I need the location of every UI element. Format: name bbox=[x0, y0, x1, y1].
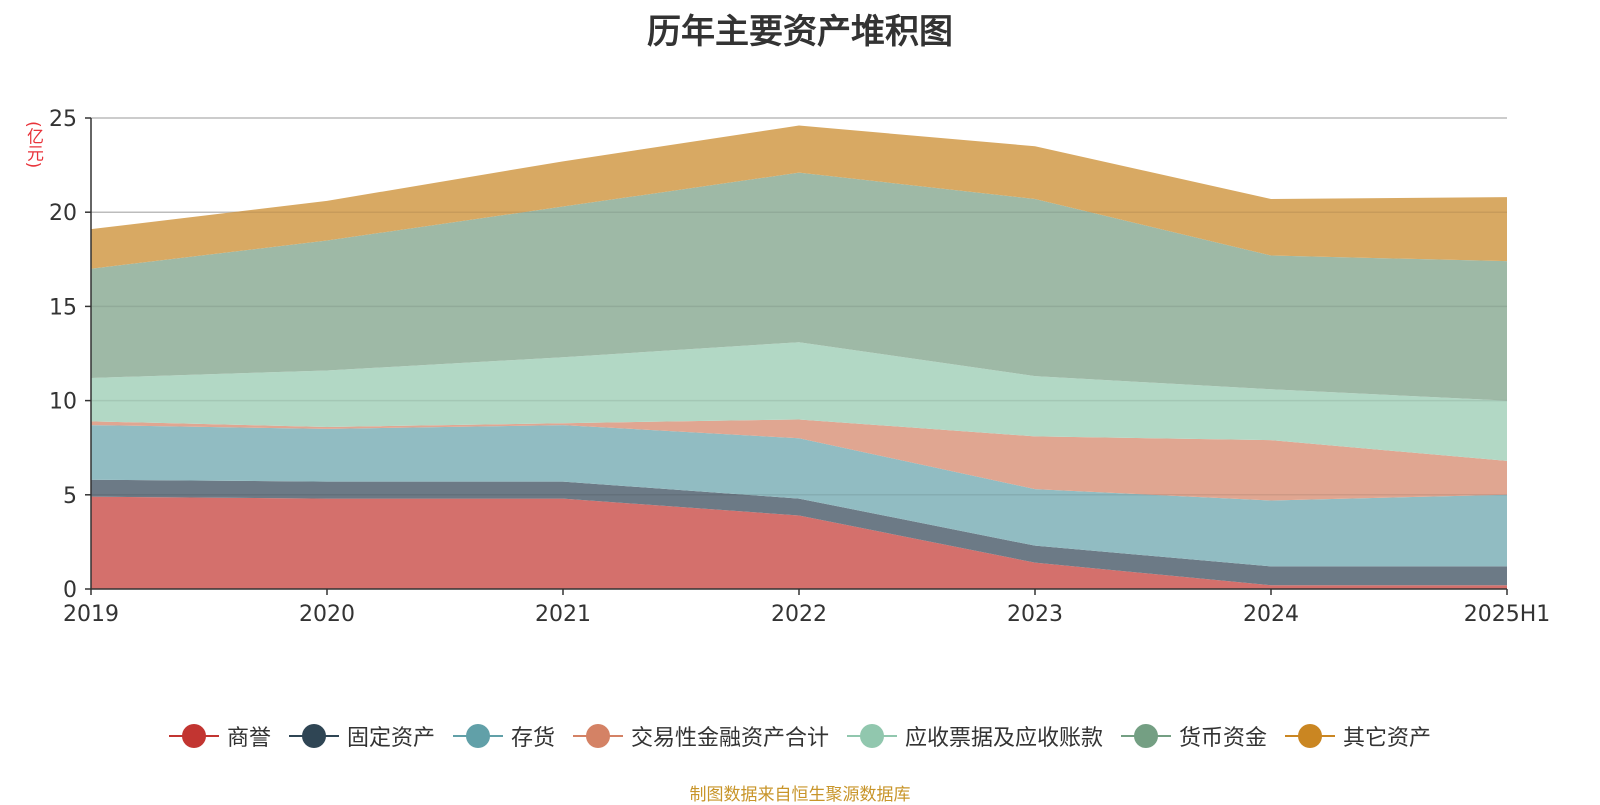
area-series-0 bbox=[91, 496, 1507, 589]
legend-item[interactable]: 货币资金 bbox=[1121, 720, 1267, 752]
legend-label: 应收票据及应收账款 bbox=[905, 726, 1104, 751]
legend-dot bbox=[1298, 724, 1323, 748]
y-tick-label: 10 bbox=[49, 390, 77, 415]
legend-item[interactable]: 应收票据及应收账款 bbox=[847, 720, 1103, 752]
legend-item[interactable]: 其它资产 bbox=[1285, 720, 1431, 752]
x-tick-label: 2025H1 bbox=[1464, 602, 1551, 627]
y-tick-label: 25 bbox=[49, 107, 77, 132]
legend-label: 存货 bbox=[510, 726, 555, 751]
legend-marker-icon bbox=[288, 722, 339, 750]
legend-label: 交易性金融资产合计 bbox=[630, 726, 829, 751]
legend-dot bbox=[181, 724, 206, 748]
legend-dot bbox=[585, 724, 610, 748]
y-axis-ticks: 0 5 10 15 20 25 bbox=[49, 107, 91, 603]
area-series-1 bbox=[91, 479, 1507, 586]
legend-marker-icon bbox=[572, 722, 623, 750]
x-tick-label: 2021 bbox=[535, 602, 591, 627]
area-series-2 bbox=[91, 425, 1507, 567]
x-tick-label: 2024 bbox=[1243, 602, 1299, 627]
legend-marker-icon bbox=[452, 722, 503, 750]
x-tick-label: 2023 bbox=[1007, 602, 1063, 627]
chart-title: 历年主要资产堆积图 bbox=[647, 12, 953, 52]
area-series bbox=[91, 117, 1507, 589]
x-axis-ticks: 2019 2020 2021 2022 2023 2024 2025H1 bbox=[63, 589, 1550, 627]
legend-item[interactable]: 固定资产 bbox=[288, 720, 435, 752]
area-series-4 bbox=[91, 342, 1507, 461]
y-axis-unit-label: (亿元) bbox=[23, 121, 43, 169]
y-tick-label: 20 bbox=[49, 201, 77, 226]
stacked-area-chart: 0 5 10 15 20 25 2019 2020 2021 2022 2023 2024 2025H… bbox=[49, 107, 1550, 627]
legend-dot bbox=[860, 724, 884, 748]
legend-dot bbox=[465, 724, 490, 748]
legend-label: 固定资产 bbox=[346, 726, 435, 751]
source-note: 制图数据来自恒生聚源数据库 bbox=[689, 785, 911, 805]
area-series-3 bbox=[91, 419, 1507, 501]
x-tick-label: 2019 bbox=[63, 602, 119, 627]
x-tick-label: 2022 bbox=[771, 602, 827, 627]
legend-marker-icon bbox=[847, 722, 897, 750]
legend-dot bbox=[301, 724, 326, 748]
legend-item[interactable]: 商誉 bbox=[168, 720, 271, 752]
legend-label: 其它资产 bbox=[1343, 726, 1432, 751]
y-tick-label: 5 bbox=[63, 484, 77, 509]
legend-marker-icon bbox=[1121, 722, 1172, 750]
area-series-6 bbox=[91, 125, 1507, 269]
legend-label: 商誉 bbox=[226, 726, 271, 751]
legend-label: 货币资金 bbox=[1179, 726, 1268, 751]
legend-marker-icon bbox=[168, 722, 219, 750]
legend-dot bbox=[1134, 724, 1159, 748]
legend: 商誉 固定资产 存货 交易性金融资产合计 应收票据及应收账款 货币资金 其它资产 bbox=[0, 718, 1600, 754]
x-tick-label: 2020 bbox=[299, 602, 355, 627]
legend-item[interactable]: 交易性金融资产合计 bbox=[572, 720, 829, 752]
y-tick-label: 15 bbox=[49, 295, 77, 320]
legend-marker-icon bbox=[1285, 722, 1336, 750]
area-series-5 bbox=[91, 172, 1507, 401]
legend-item[interactable]: 存货 bbox=[452, 720, 555, 752]
y-tick-label: 0 bbox=[63, 578, 77, 603]
